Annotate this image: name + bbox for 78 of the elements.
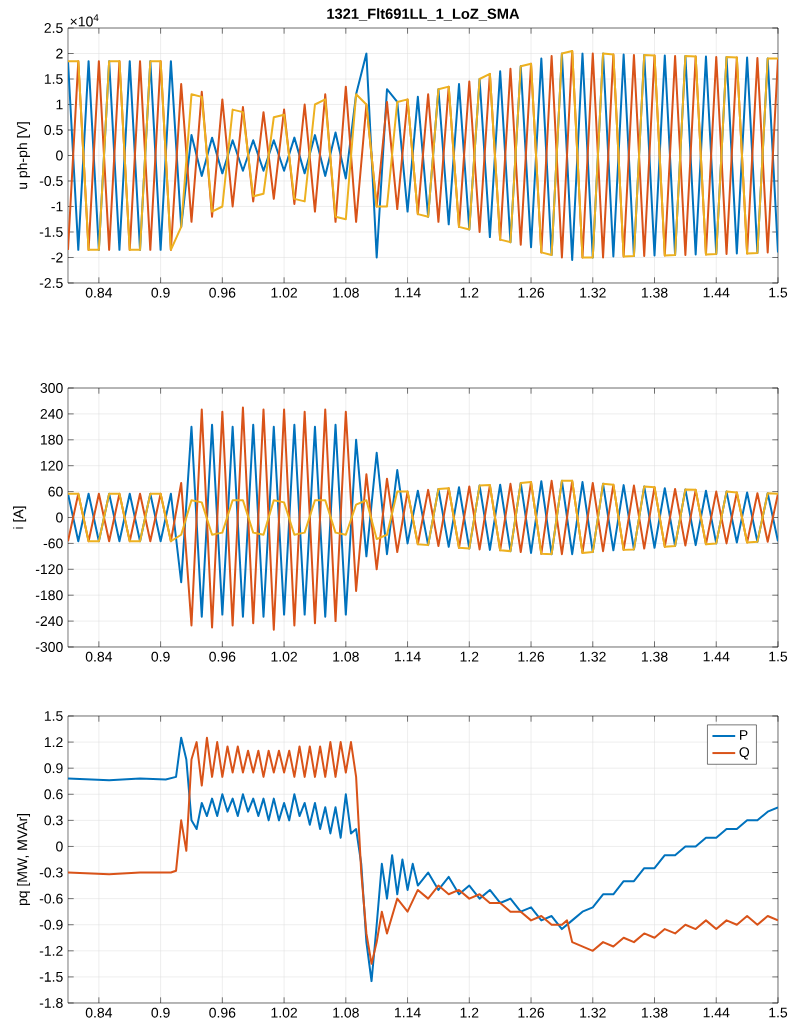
x-tick-label: 1.44 <box>703 651 730 662</box>
y-tick-label: -0.5 <box>39 176 63 186</box>
y-tick-label: 0 <box>56 841 63 852</box>
legend-label: P <box>740 730 748 740</box>
x-tick-label: 0.9 <box>151 651 170 662</box>
x-tick-label: 0.84 <box>85 1007 113 1018</box>
y-tick-label: 240 <box>40 408 63 419</box>
x-tick-label: 1.2 <box>460 1007 479 1018</box>
x-tick-label: 0.84 <box>85 651 113 662</box>
y-tick-label: -0.6 <box>39 893 63 904</box>
x-tick-label: 1.26 <box>518 651 545 662</box>
y-tick-label: 60 <box>48 486 63 497</box>
y-tick-label: 120 <box>41 460 63 471</box>
y-tick-label: 1.5 <box>44 74 63 84</box>
y-tick-label: 1 <box>56 99 63 110</box>
y-tick-label: -1 <box>51 201 63 212</box>
x-tick-label: 0.9 <box>151 1007 170 1018</box>
y-tick-label: -300 <box>35 642 63 652</box>
y-tick-label: 0.5 <box>44 125 63 135</box>
y-tick-label: 180 <box>41 434 63 445</box>
x-tick-label: 1.02 <box>271 651 297 662</box>
x-tick-label: 1.08 <box>333 287 359 298</box>
x-tick-label: 0.84 <box>85 287 113 298</box>
x-tick-label: 0.96 <box>209 1007 236 1018</box>
x-tick-label: 1.38 <box>641 1007 668 1018</box>
x-tick-label: 1.44 <box>703 1007 730 1018</box>
x-tick-label: 1.08 <box>333 1007 359 1018</box>
x-tick-label: 1.26 <box>518 1007 545 1018</box>
x-tick-label: 1.32 <box>580 287 606 298</box>
y-tick-label: 2.5 <box>44 23 63 33</box>
legend-label: Q <box>739 747 750 760</box>
y-tick-label: -120 <box>35 564 63 575</box>
y-tick-label: -1.2 <box>39 945 63 956</box>
x-tick-label: 1.02 <box>271 1007 297 1018</box>
y-tick-label: 300 <box>40 383 63 393</box>
y-tick-label: -1.8 <box>39 998 63 1008</box>
x-tick-label: 1.38 <box>641 651 668 662</box>
x-tick-label: 1.02 <box>271 287 297 298</box>
x-tick-label: 1.5 <box>769 651 788 662</box>
y-tick-label: -0.3 <box>39 867 63 878</box>
x-tick-label: 1.2 <box>460 651 479 662</box>
x-tick-label: 1.32 <box>580 1007 606 1018</box>
x-tick-label: 1.5 <box>769 1007 788 1018</box>
y-tick-label: -180 <box>35 590 63 601</box>
y-tick-label: 1.5 <box>44 711 63 721</box>
x-tick-label: 0.9 <box>151 287 170 298</box>
y-axis-title: pq [MW, MVAr] <box>16 813 31 906</box>
y-tick-label: -60 <box>43 538 63 549</box>
x-tick-label: 1.2 <box>460 287 479 298</box>
y-tick-label: 0 <box>56 512 63 523</box>
x-tick-label: 1.26 <box>518 287 545 298</box>
y-tick-label: -2.5 <box>39 278 63 288</box>
y-tick-label: 0.9 <box>44 763 63 774</box>
y-tick-label: -2 <box>51 252 63 263</box>
y-tick-label: 0.3 <box>44 815 63 826</box>
y-axis-title: u ph-ph [V] <box>16 122 31 189</box>
chart-title: 1321_Flt691LL_1_LoZ_SMA <box>327 8 520 21</box>
x-tick-label: 1.38 <box>641 287 668 298</box>
y-tick-label: -1.5 <box>39 972 63 982</box>
x-tick-label: 1.08 <box>333 651 359 662</box>
y-tick-label: 2 <box>56 48 63 59</box>
text: ×10$^{4}$ <box>70 14 99 27</box>
y-tick-label: -0.9 <box>39 919 63 930</box>
y-tick-label: 1.2 <box>44 737 63 747</box>
y-tick-label: -1.5 <box>39 227 63 237</box>
y-tick-label: -240 <box>35 616 63 627</box>
line-series <box>68 479 778 556</box>
x-tick-label: 0.96 <box>209 651 236 662</box>
y-axis-title: i [A] <box>13 506 27 529</box>
x-tick-label: 1.44 <box>703 287 730 298</box>
x-tick-label: 1.32 <box>580 651 606 662</box>
y-tick-label: 0 <box>56 150 63 161</box>
x-tick-label: 1.14 <box>395 287 421 298</box>
x-tick-label: 1.14 <box>395 651 421 662</box>
x-tick-label: 0.96 <box>209 287 236 298</box>
x-tick-label: 1.5 <box>769 287 788 298</box>
x-tick-label: 1.14 <box>395 1007 421 1018</box>
y-tick-label: 0.6 <box>44 789 63 800</box>
